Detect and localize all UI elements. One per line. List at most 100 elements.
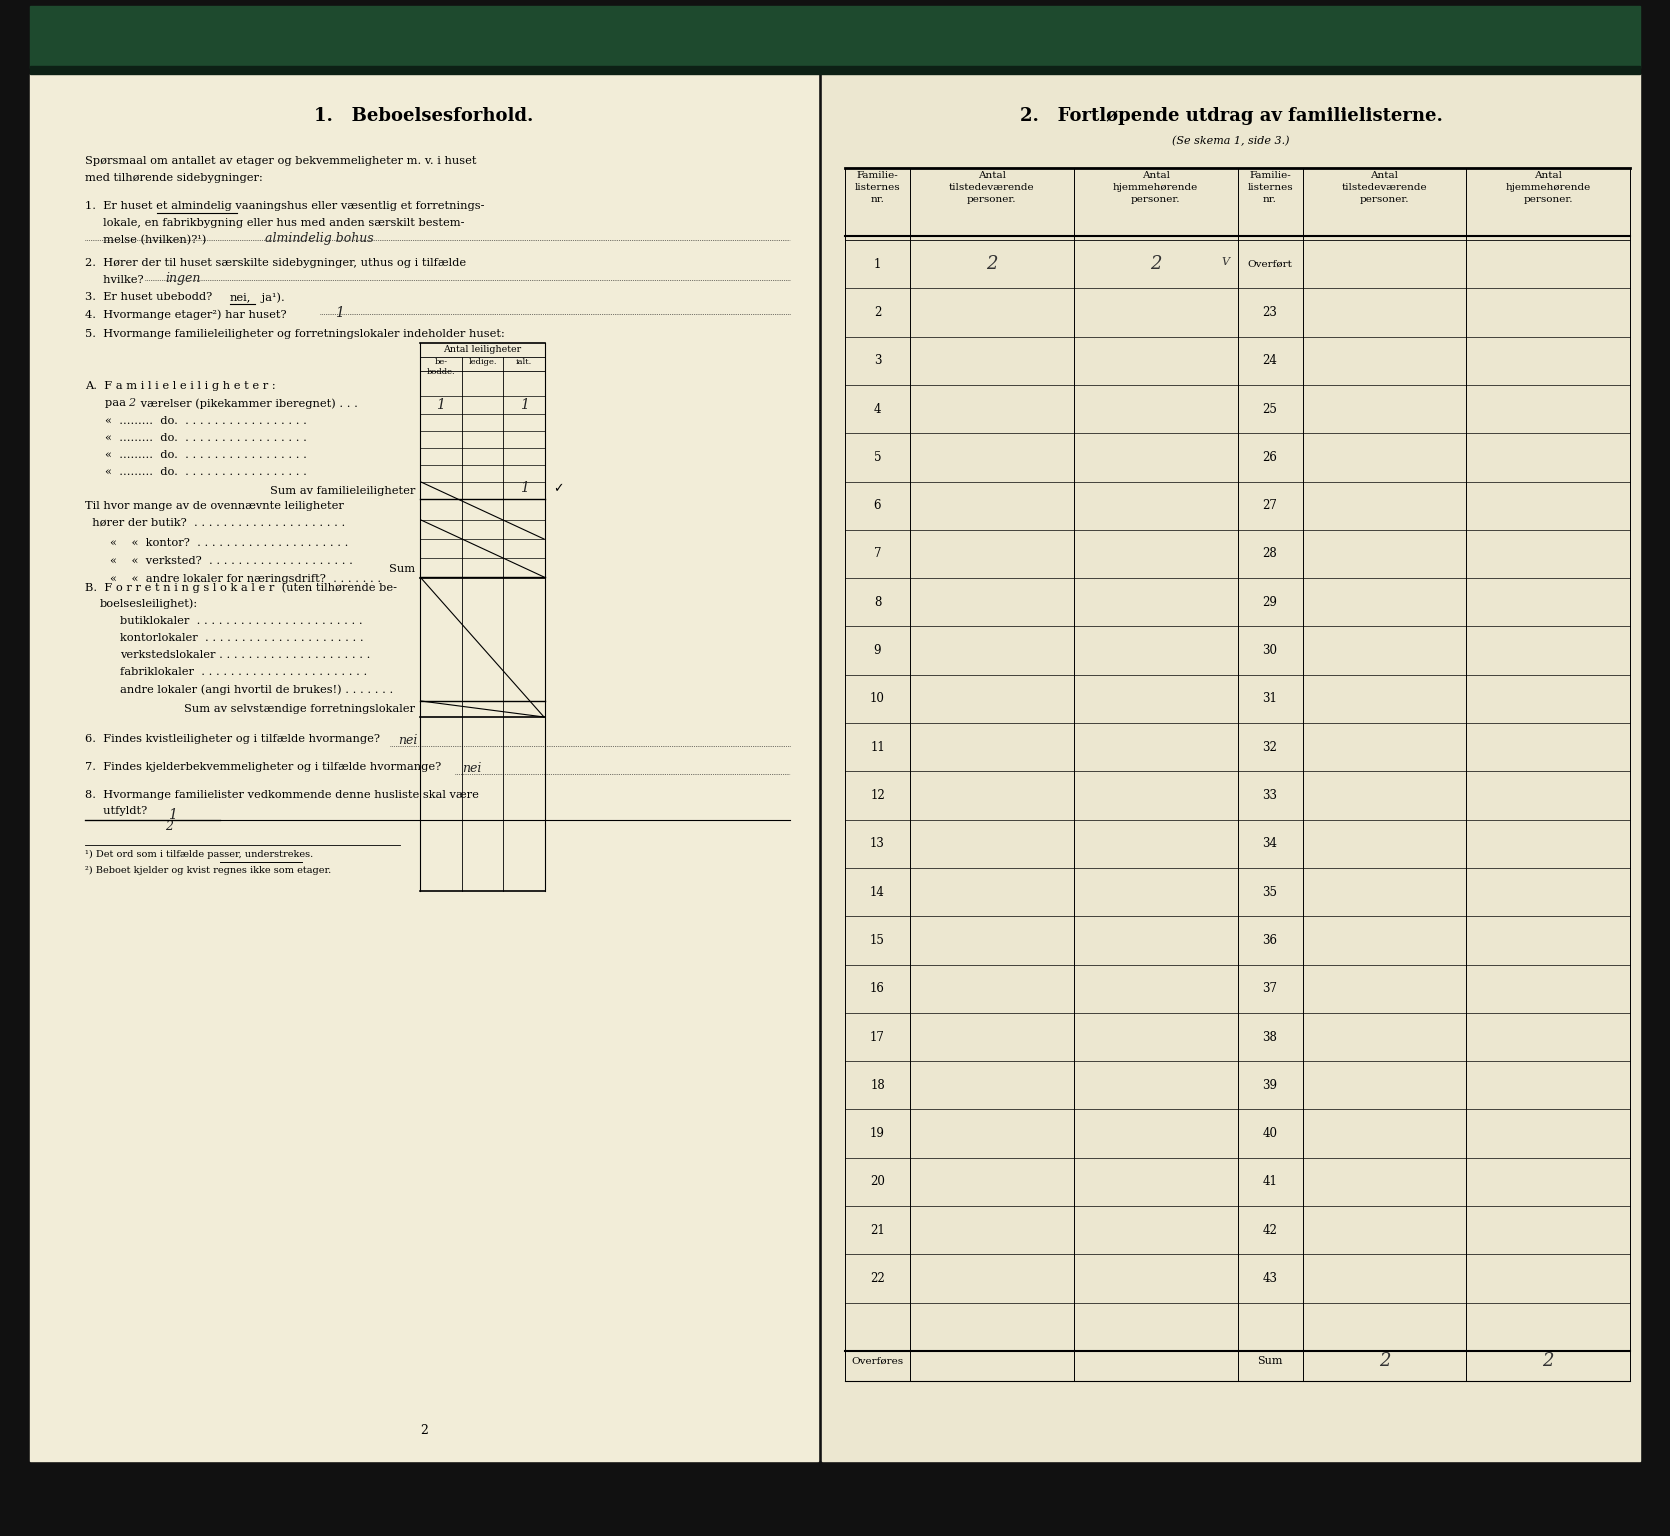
Text: 13: 13 — [870, 837, 885, 851]
Text: 19: 19 — [870, 1127, 885, 1140]
Text: boelsesleilighet):: boelsesleilighet): — [100, 598, 199, 608]
Text: 6.  Findes kvistleiligheter og i tilfælde hvormange?: 6. Findes kvistleiligheter og i tilfælde… — [85, 734, 387, 743]
Text: 18: 18 — [870, 1078, 885, 1092]
Text: 3.  Er huset ubebodd?: 3. Er huset ubebodd? — [85, 292, 219, 303]
Text: melse (hvilken)?¹): melse (hvilken)?¹) — [85, 235, 207, 246]
Text: 28: 28 — [1263, 547, 1278, 561]
Text: 11: 11 — [870, 740, 885, 754]
Text: 1: 1 — [519, 481, 529, 496]
Text: 4.  Hvormange etager²) har huset?: 4. Hvormange etager²) har huset? — [85, 309, 287, 319]
Text: kontorlokaler  . . . . . . . . . . . . . . . . . . . . . .: kontorlokaler . . . . . . . . . . . . . … — [120, 633, 364, 644]
Text: almindelig bohus: almindelig bohus — [266, 232, 374, 246]
Text: ²) Beboet kjelder og kvist regnes ikke som etager.: ²) Beboet kjelder og kvist regnes ikke s… — [85, 866, 331, 876]
Text: 7.  Findes kjelderbekvemmeligheter og i tilfælde hvormange?: 7. Findes kjelderbekvemmeligheter og i t… — [85, 762, 449, 773]
Text: 24: 24 — [1263, 355, 1278, 367]
Text: 1: 1 — [436, 398, 446, 412]
Text: 2: 2 — [985, 255, 997, 273]
Text: 21: 21 — [870, 1224, 885, 1236]
Text: 2: 2 — [873, 306, 882, 319]
Text: Antal
tilstedeværende
personer.: Antal tilstedeværende personer. — [949, 170, 1035, 204]
Text: 35: 35 — [1263, 886, 1278, 899]
Text: 15: 15 — [870, 934, 885, 946]
Text: 43: 43 — [1263, 1272, 1278, 1286]
Text: 2.  Hører der til huset særskilte sidebygninger, uthus og i tilfælde: 2. Hører der til huset særskilte sidebyg… — [85, 258, 466, 267]
Text: ¹) Det ord som i tilfælde passer, understrekes.: ¹) Det ord som i tilfælde passer, unders… — [85, 849, 314, 859]
Text: hører der butik?  . . . . . . . . . . . . . . . . . . . . .: hører der butik? . . . . . . . . . . . .… — [85, 518, 346, 528]
Text: «    «  kontor?  . . . . . . . . . . . . . . . . . . . . .: « « kontor? . . . . . . . . . . . . . . … — [110, 538, 349, 548]
Text: 1.  Er huset et almindelig vaaningshus eller væsentlig et forretnings-: 1. Er huset et almindelig vaaningshus el… — [85, 201, 484, 210]
Text: 5.  Hvormange familieleiligheter og forretningslokaler indeholder huset:: 5. Hvormange familieleiligheter og forre… — [85, 329, 504, 339]
Text: 32: 32 — [1263, 740, 1278, 754]
Text: 1: 1 — [873, 258, 882, 270]
Text: 42: 42 — [1263, 1224, 1278, 1236]
Text: «    «  andre lokaler for næringsdrift?  . . . . . . .: « « andre lokaler for næringsdrift? . . … — [110, 574, 381, 584]
Text: 23: 23 — [1263, 306, 1278, 319]
Text: ✓: ✓ — [553, 482, 563, 495]
Text: 9: 9 — [873, 644, 882, 657]
Text: 2: 2 — [1379, 1352, 1389, 1370]
Text: 40: 40 — [1263, 1127, 1278, 1140]
Bar — [30, 66, 1640, 74]
Bar — [30, 74, 818, 1461]
Text: lokale, en fabrikbygning eller hus med anden særskilt bestem-: lokale, en fabrikbygning eller hus med a… — [85, 218, 464, 227]
Text: 20: 20 — [870, 1175, 885, 1189]
Text: 38: 38 — [1263, 1031, 1278, 1043]
Text: 1.   Beboelsesforhold.: 1. Beboelsesforhold. — [314, 108, 534, 124]
Text: 34: 34 — [1263, 837, 1278, 851]
Text: Antal leiligheter: Antal leiligheter — [444, 346, 521, 353]
Text: 8: 8 — [873, 596, 882, 608]
Text: Sum: Sum — [389, 564, 416, 574]
Text: B.  F o r r e t n i n g s l o k a l e r  (uten tilhørende be-: B. F o r r e t n i n g s l o k a l e r (… — [85, 582, 397, 593]
Text: 17: 17 — [870, 1031, 885, 1043]
Text: Antal
hjemmehørende
personer.: Antal hjemmehørende personer. — [1505, 170, 1592, 204]
Text: ialt.: ialt. — [516, 358, 533, 366]
Text: 4: 4 — [873, 402, 882, 416]
Text: butiklokaler  . . . . . . . . . . . . . . . . . . . . . . .: butiklokaler . . . . . . . . . . . . . .… — [120, 616, 362, 627]
Text: 39: 39 — [1263, 1078, 1278, 1092]
Text: 22: 22 — [870, 1272, 885, 1286]
Text: 16: 16 — [870, 982, 885, 995]
Text: ingen: ingen — [165, 272, 200, 286]
Text: 8.  Hvormange familielister vedkommende denne husliste skal være: 8. Hvormange familielister vedkommende d… — [85, 790, 479, 800]
Text: værelser (pikekammer iberegnet) . . .: værelser (pikekammer iberegnet) . . . — [137, 398, 357, 409]
Text: 25: 25 — [1263, 402, 1278, 416]
Text: 7: 7 — [873, 547, 882, 561]
Text: 5: 5 — [873, 452, 882, 464]
Text: 3: 3 — [873, 355, 882, 367]
Text: «  .........  do.  . . . . . . . . . . . . . . . . .: « ......... do. . . . . . . . . . . . . … — [105, 450, 307, 459]
Text: nei: nei — [397, 734, 418, 746]
Text: 36: 36 — [1263, 934, 1278, 946]
Text: 1: 1 — [169, 808, 177, 822]
Text: Familie-
listernes
nr.: Familie- listernes nr. — [855, 170, 900, 204]
Text: 6: 6 — [873, 499, 882, 511]
Text: 2: 2 — [421, 1424, 428, 1438]
Bar — [822, 74, 1640, 1461]
Text: 2: 2 — [165, 820, 174, 833]
Text: «  .........  do.  . . . . . . . . . . . . . . . . .: « ......... do. . . . . . . . . . . . . … — [105, 416, 307, 425]
Text: utfyldt?: utfyldt? — [85, 806, 147, 816]
Text: Antal
hjemmehørende
personer.: Antal hjemmehørende personer. — [1112, 170, 1199, 204]
Text: 37: 37 — [1263, 982, 1278, 995]
Text: hvilke?: hvilke? — [85, 275, 144, 286]
Text: nei,: nei, — [230, 292, 252, 303]
Text: fabriklokaler  . . . . . . . . . . . . . . . . . . . . . . .: fabriklokaler . . . . . . . . . . . . . … — [120, 667, 367, 677]
Text: Familie-
listernes
nr.: Familie- listernes nr. — [1247, 170, 1293, 204]
Text: andre lokaler (angi hvortil de brukes!) . . . . . . .: andre lokaler (angi hvortil de brukes!) … — [120, 684, 392, 694]
Text: «    «  verksted?  . . . . . . . . . . . . . . . . . . . .: « « verksted? . . . . . . . . . . . . . … — [110, 556, 352, 565]
Text: med tilhørende sidebygninger:: med tilhørende sidebygninger: — [85, 174, 262, 183]
Text: Sum: Sum — [1258, 1356, 1283, 1366]
Text: 2: 2 — [129, 398, 135, 409]
Text: paa: paa — [105, 398, 130, 409]
Text: «  .........  do.  . . . . . . . . . . . . . . . . .: « ......... do. . . . . . . . . . . . . … — [105, 467, 307, 478]
Text: ja¹).: ja¹). — [257, 292, 286, 303]
Text: verkstedslokaler . . . . . . . . . . . . . . . . . . . . .: verkstedslokaler . . . . . . . . . . . .… — [120, 650, 371, 660]
Text: 33: 33 — [1263, 790, 1278, 802]
Text: Overført: Overført — [1247, 260, 1293, 269]
Text: «  .........  do.  . . . . . . . . . . . . . . . . .: « ......... do. . . . . . . . . . . . . … — [105, 433, 307, 442]
Text: Overføres: Overføres — [852, 1356, 903, 1366]
Text: 2: 2 — [1543, 1352, 1553, 1370]
Text: 29: 29 — [1263, 596, 1278, 608]
Text: 26: 26 — [1263, 452, 1278, 464]
Text: be-
bodde.: be- bodde. — [426, 358, 456, 376]
Text: 27: 27 — [1263, 499, 1278, 511]
